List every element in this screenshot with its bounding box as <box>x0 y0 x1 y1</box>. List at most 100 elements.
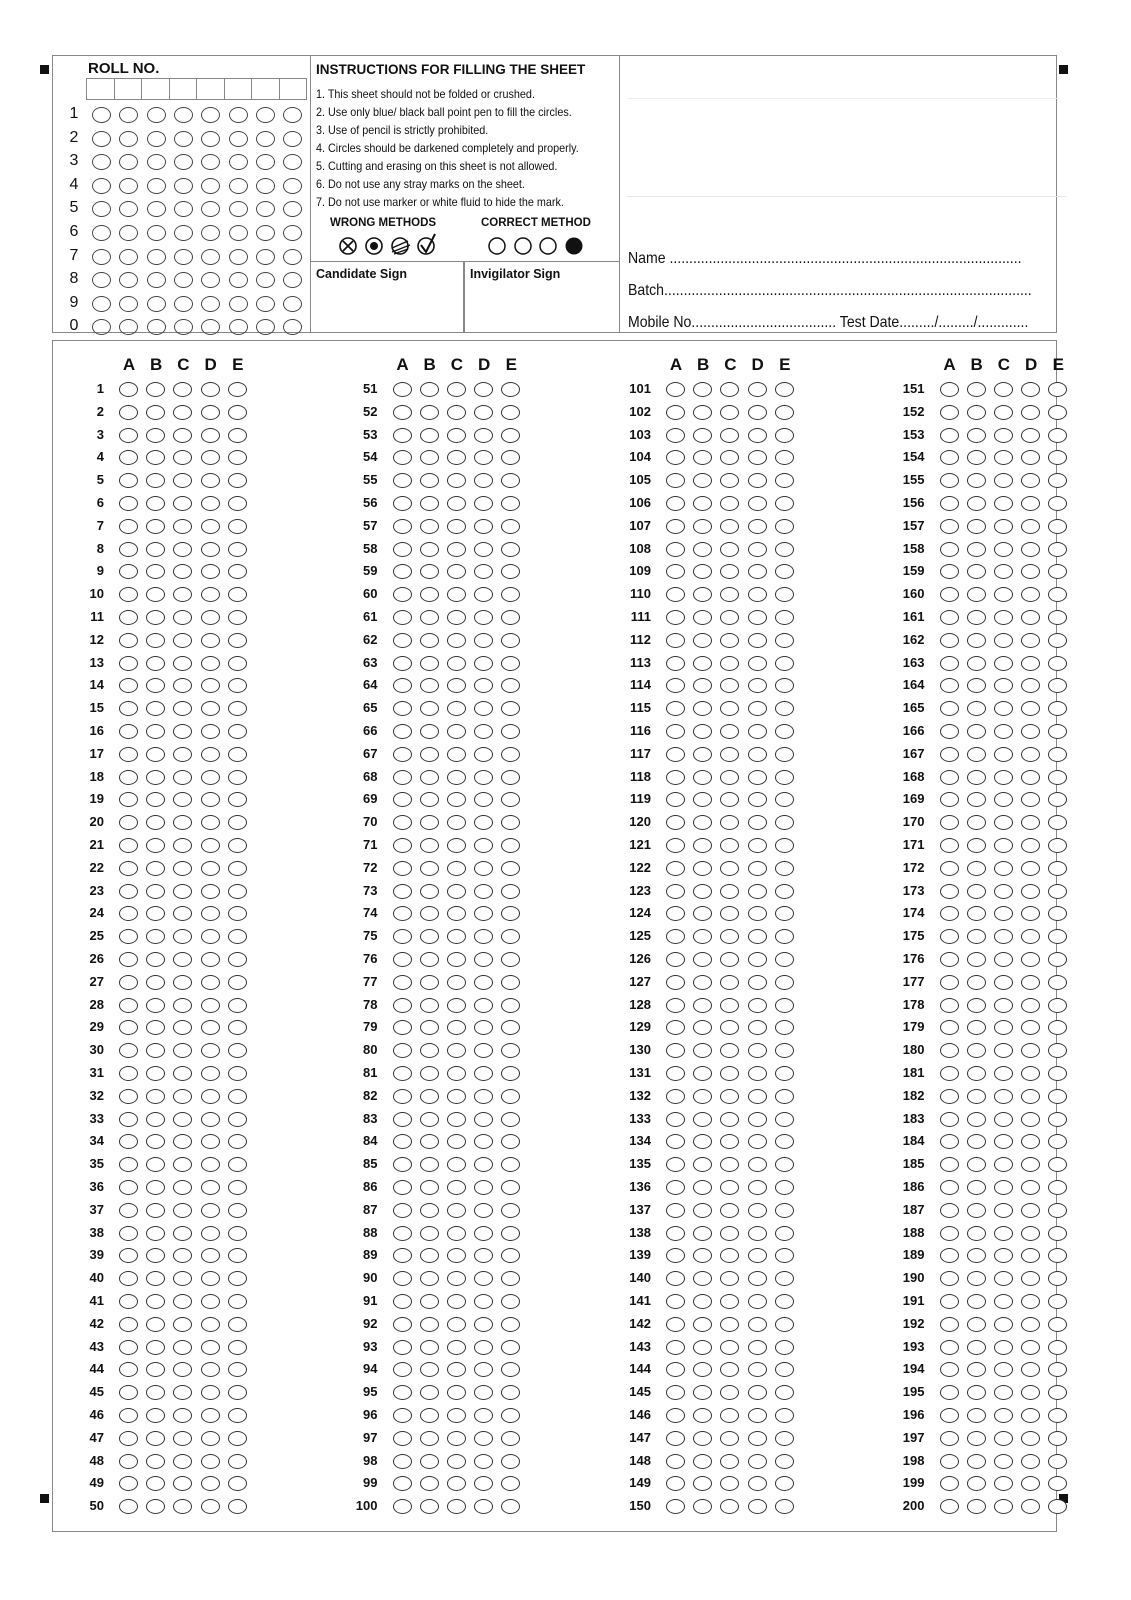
roll-bubble[interactable] <box>173 248 193 265</box>
answer-bubble-e[interactable] <box>774 1248 794 1264</box>
answer-bubble-c[interactable] <box>173 746 193 762</box>
answer-bubble-a[interactable] <box>939 1225 959 1241</box>
answer-bubble-e[interactable] <box>227 1362 247 1378</box>
answer-bubble-e[interactable] <box>501 1271 521 1287</box>
answer-bubble-a[interactable] <box>666 792 685 808</box>
answer-bubble-a[interactable] <box>119 1248 138 1264</box>
answer-bubble-a[interactable] <box>119 1043 138 1059</box>
answer-bubble-b[interactable] <box>693 838 713 853</box>
answer-bubble-e[interactable] <box>774 1408 794 1423</box>
roll-bubble[interactable] <box>228 225 248 241</box>
answer-bubble-e[interactable] <box>774 496 794 511</box>
answer-bubble-b[interactable] <box>693 1476 713 1492</box>
answer-bubble-a[interactable] <box>666 1362 685 1378</box>
answer-bubble-d[interactable] <box>474 1385 494 1401</box>
answer-bubble-d[interactable] <box>1021 1316 1041 1332</box>
roll-bubble[interactable] <box>255 225 275 241</box>
answer-bubble-c[interactable] <box>720 1180 740 1195</box>
answer-bubble-c[interactable] <box>720 838 740 853</box>
answer-bubble-d[interactable] <box>747 838 767 853</box>
answer-bubble-e[interactable] <box>774 769 794 785</box>
answer-bubble-d[interactable] <box>200 1430 220 1446</box>
answer-bubble-b[interactable] <box>146 1362 166 1378</box>
answer-bubble-b[interactable] <box>693 1180 713 1195</box>
roll-bubble[interactable] <box>228 272 248 289</box>
answer-bubble-d[interactable] <box>1021 974 1041 990</box>
answer-bubble-a[interactable] <box>939 610 959 625</box>
answer-bubble-a[interactable] <box>666 518 685 534</box>
answer-bubble-c[interactable] <box>720 473 740 489</box>
answer-bubble-c[interactable] <box>446 769 466 785</box>
answer-bubble-b[interactable] <box>419 1088 439 1104</box>
answer-bubble-c[interactable] <box>173 1248 193 1264</box>
answer-bubble-a[interactable] <box>666 655 685 671</box>
answer-bubble-c[interactable] <box>446 952 466 967</box>
answer-bubble-b[interactable] <box>693 1294 713 1309</box>
answer-bubble-e[interactable] <box>1048 678 1068 694</box>
answer-bubble-c[interactable] <box>720 1453 740 1469</box>
answer-bubble-a[interactable] <box>666 1294 685 1309</box>
answer-bubble-d[interactable] <box>1021 1271 1041 1287</box>
answer-bubble-c[interactable] <box>720 610 740 625</box>
answer-bubble-c[interactable] <box>173 815 193 831</box>
answer-bubble-c[interactable] <box>993 974 1013 990</box>
answer-bubble-d[interactable] <box>747 883 767 899</box>
answer-bubble-e[interactable] <box>501 1316 521 1332</box>
answer-bubble-b[interactable] <box>146 1111 166 1127</box>
answer-bubble-b[interactable] <box>966 838 986 853</box>
answer-bubble-d[interactable] <box>1021 1453 1041 1469</box>
answer-bubble-e[interactable] <box>774 1453 794 1469</box>
roll-bubble[interactable] <box>228 201 248 218</box>
answer-bubble-e[interactable] <box>501 1339 521 1355</box>
answer-bubble-e[interactable] <box>1048 1453 1068 1469</box>
answer-bubble-d[interactable] <box>474 1043 494 1059</box>
answer-bubble-d[interactable] <box>200 929 220 945</box>
answer-bubble-a[interactable] <box>392 1430 412 1446</box>
answer-bubble-c[interactable] <box>993 1339 1013 1355</box>
answer-bubble-e[interactable] <box>774 1180 794 1195</box>
answer-bubble-b[interactable] <box>693 1111 713 1127</box>
answer-bubble-b[interactable] <box>693 496 713 511</box>
answer-bubble-c[interactable] <box>446 496 466 511</box>
roll-bubble[interactable] <box>228 319 248 336</box>
answer-bubble-c[interactable] <box>720 1385 740 1401</box>
answer-bubble-a[interactable] <box>119 678 138 694</box>
answer-bubble-a[interactable] <box>119 1430 138 1446</box>
answer-bubble-b[interactable] <box>966 997 986 1013</box>
answer-bubble-e[interactable] <box>501 1111 521 1127</box>
answer-bubble-e[interactable] <box>1048 1202 1068 1218</box>
answer-bubble-b[interactable] <box>693 724 713 739</box>
answer-bubble-a[interactable] <box>392 678 412 694</box>
answer-bubble-a[interactable] <box>119 1271 138 1287</box>
answer-bubble-c[interactable] <box>446 1430 466 1446</box>
answer-bubble-e[interactable] <box>501 1294 521 1309</box>
answer-bubble-d[interactable] <box>200 587 220 603</box>
answer-bubble-a[interactable] <box>119 929 138 945</box>
answer-bubble-e[interactable] <box>1048 1385 1068 1401</box>
answer-bubble-e[interactable] <box>501 1066 521 1081</box>
answer-bubble-a[interactable] <box>392 1453 412 1469</box>
answer-bubble-c[interactable] <box>993 815 1013 831</box>
roll-no-entry-cell[interactable] <box>278 78 307 100</box>
answer-bubble-b[interactable] <box>419 1476 439 1492</box>
answer-bubble-e[interactable] <box>774 404 794 420</box>
answer-bubble-d[interactable] <box>474 678 494 694</box>
answer-bubble-b[interactable] <box>146 1499 166 1515</box>
answer-bubble-a[interactable] <box>939 1385 959 1401</box>
answer-bubble-c[interactable] <box>173 1499 193 1515</box>
answer-bubble-b[interactable] <box>146 769 166 785</box>
answer-bubble-a[interactable] <box>392 541 412 557</box>
answer-bubble-b[interactable] <box>146 518 166 534</box>
answer-bubble-c[interactable] <box>446 1408 466 1423</box>
answer-bubble-e[interactable] <box>227 860 247 876</box>
answer-bubble-c[interactable] <box>173 1271 193 1287</box>
answer-bubble-a[interactable] <box>666 587 685 603</box>
answer-bubble-c[interactable] <box>446 1294 466 1309</box>
answer-bubble-b[interactable] <box>966 1111 986 1127</box>
answer-bubble-b[interactable] <box>146 1430 166 1446</box>
answer-bubble-c[interactable] <box>173 838 193 853</box>
answer-bubble-a[interactable] <box>392 1316 412 1332</box>
roll-bubble[interactable] <box>201 248 221 265</box>
roll-bubble[interactable] <box>173 319 193 336</box>
answer-bubble-d[interactable] <box>200 1157 220 1173</box>
